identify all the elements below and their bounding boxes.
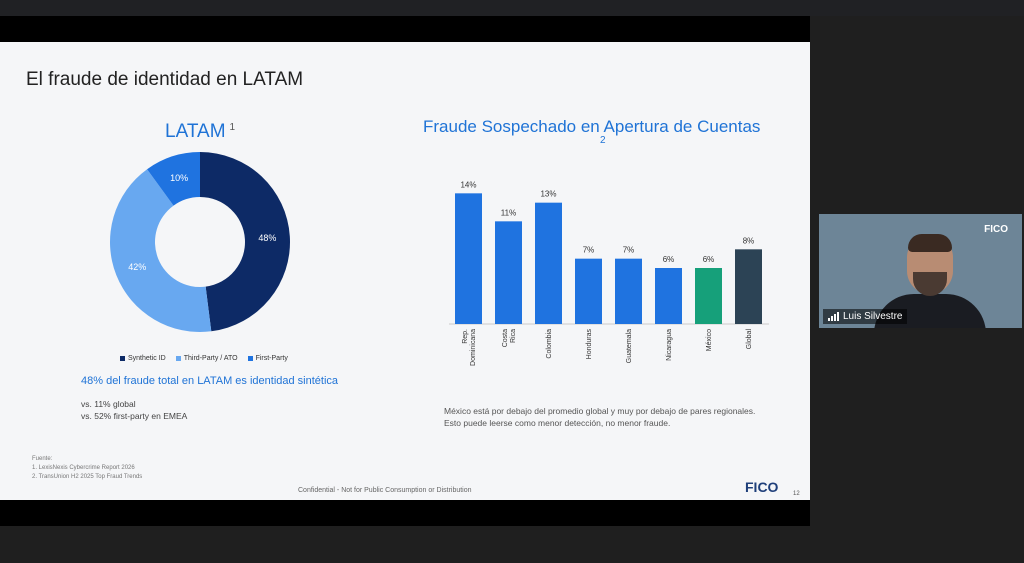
slide-title: El fraude de identidad en LATAM xyxy=(26,69,304,90)
mexico-note: México está por debajo del promedio glob… xyxy=(444,406,756,428)
bar-data-label: 7% xyxy=(623,246,635,255)
letterbox-bottom xyxy=(0,500,810,526)
signal-bars-icon xyxy=(828,312,839,321)
bar-chart-title: Fraude Sospechado en Apertura de Cuentas xyxy=(423,117,761,136)
fico-logo: FICO xyxy=(745,479,779,495)
legend-label: First-Party xyxy=(255,355,288,362)
legend-item: Synthetic ID xyxy=(120,355,166,362)
presentation-slide: El fraude de identidad en LATAM LATAM 1 4… xyxy=(0,42,810,500)
legend-swatch xyxy=(247,355,253,361)
bar xyxy=(655,268,682,324)
top-bar xyxy=(0,0,1024,16)
donut-data-label: 48% xyxy=(258,233,276,243)
bar-category-label: México xyxy=(706,329,713,351)
participant-video-tile[interactable]: FICO Luis Silvestre xyxy=(819,214,1022,328)
legend-swatch xyxy=(175,355,181,361)
comparison-emea: vs. 52% first-party en EMEA xyxy=(81,411,188,421)
bar-category-label: Nicaragua xyxy=(666,329,673,361)
bar xyxy=(535,202,562,324)
bar xyxy=(455,193,482,324)
sources-label: Fuente: xyxy=(32,456,53,462)
source-1: 1. LexisNexis Cybercrime Report 2026 xyxy=(32,465,135,471)
participant-name-tag: Luis Silvestre xyxy=(823,309,908,324)
legend-item: First-Party xyxy=(247,355,288,362)
participant-beard xyxy=(913,272,947,296)
legend-label: Third-Party / ATO xyxy=(183,355,238,362)
participant-hair xyxy=(908,234,952,252)
donut-title-text: LATAM xyxy=(165,121,226,142)
bar-data-label: 7% xyxy=(583,246,595,255)
comparison-global: vs. 11% global xyxy=(81,399,136,409)
bar xyxy=(695,268,722,324)
bar-data-label: 8% xyxy=(743,236,755,245)
legend-label: Synthetic ID xyxy=(128,355,166,362)
source-2: 2. TransUnion H2 2025 Top Fraud Trends xyxy=(32,474,143,480)
donut-data-label: 42% xyxy=(128,262,146,272)
participant-name: Luis Silvestre xyxy=(843,311,903,322)
donut-chart: 48% 42% 10% xyxy=(109,152,291,332)
donut-slice xyxy=(200,152,291,332)
bar xyxy=(615,258,642,324)
donut-slice xyxy=(147,152,200,206)
bar xyxy=(735,249,762,324)
donut-legend: Synthetic ID Third-Party / ATO First-Party xyxy=(120,355,288,362)
bar-data-label: 6% xyxy=(663,255,675,264)
bar xyxy=(575,258,602,324)
bar-chart-footnote: 2 xyxy=(600,135,606,146)
donut-title-footnote: 1 xyxy=(229,121,236,133)
bar-data-label: 11% xyxy=(501,208,516,217)
bar-data-label: 6% xyxy=(703,255,715,264)
bar-category-label: Global xyxy=(746,329,753,350)
confidential-notice: Confidential - Not for Public Consumptio… xyxy=(298,487,472,494)
legend-item: Third-Party / ATO xyxy=(175,355,238,362)
donut-slice xyxy=(109,169,212,332)
bar-category-label: Guatemala xyxy=(626,329,633,363)
donut-data-label: 10% xyxy=(170,173,188,183)
bar-category-label: Rep.Dominicana xyxy=(462,329,477,366)
letterbox-top xyxy=(0,16,810,42)
legend-swatch xyxy=(120,355,125,361)
sources: Fuente: 1. LexisNexis Cybercrime Report … xyxy=(32,455,142,482)
bar-chart: 14% Rep.Dominicana 11% CostaRica 13% Colombia… xyxy=(449,180,769,366)
bar-category-label: Colombia xyxy=(546,329,553,359)
donut-title: LATAM 1 xyxy=(165,121,235,143)
headline-stat: 48% del fraude total en LATAM es identid… xyxy=(81,375,339,387)
bar-category-label: Honduras xyxy=(586,329,593,360)
page-number: 12 xyxy=(793,491,800,497)
bar-data-label: 14% xyxy=(460,180,476,189)
camera-fico-logo: FICO xyxy=(984,224,1008,235)
bar xyxy=(495,221,522,324)
bar-data-label: 13% xyxy=(540,190,556,199)
bar-category-label: CostaRica xyxy=(502,329,517,347)
